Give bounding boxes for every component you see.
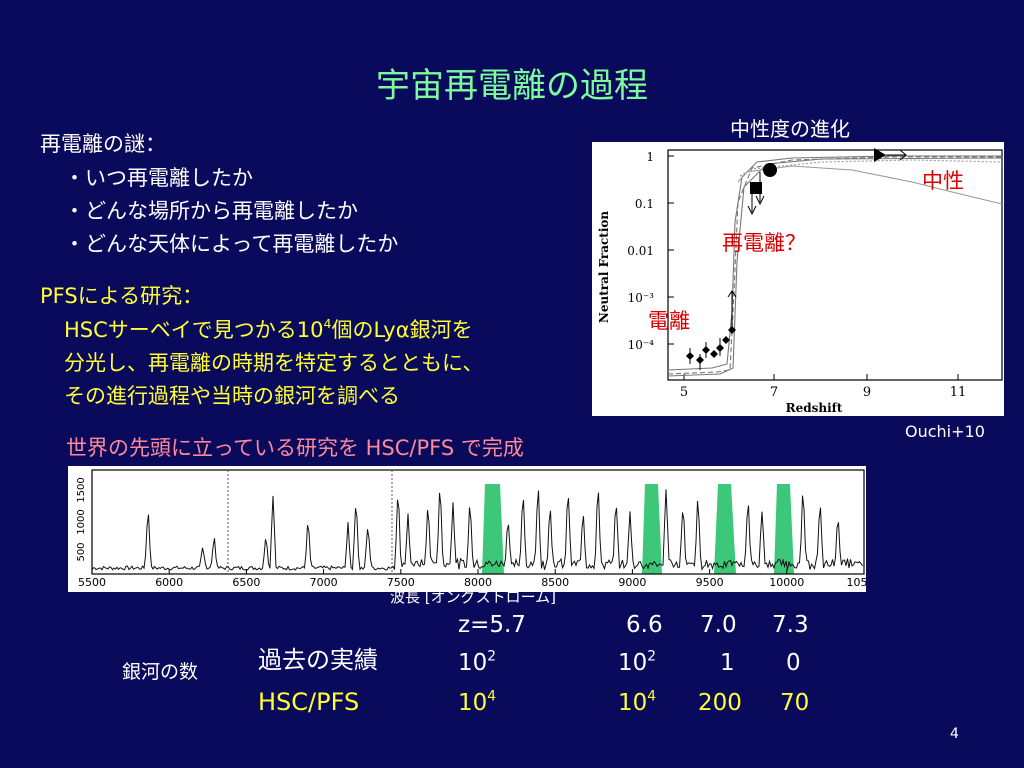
plot-tick-marks bbox=[668, 155, 959, 380]
hsc-value-base: 10 bbox=[618, 690, 648, 716]
spectrum-x-tick-label: 7500 bbox=[387, 576, 415, 589]
hsc-label: HSC/PFS bbox=[258, 688, 360, 716]
spectrum-y-tick: 500 bbox=[76, 542, 87, 561]
hsc-value-base: 10 bbox=[458, 690, 488, 716]
spectrum-x-tick-label: 8500 bbox=[541, 576, 569, 589]
pfs-line-1-a: HSCサーベイで見つかる10 bbox=[64, 318, 324, 342]
highlight-text: 世界の先頭に立っている研究を HSC/PFS で完成 bbox=[66, 436, 524, 460]
past-value-base: 10 bbox=[618, 650, 648, 676]
pfs-line-1-b: 個のLyα銀河を bbox=[331, 318, 473, 342]
x-tick-label: 7 bbox=[770, 385, 778, 400]
spectrum-x-ticks: 5500 6000 6500 7000 7500 8000 8500 9000 9500 1000… bbox=[78, 569, 866, 589]
spectrum-panel: 500 1000 1500 5500 6000 6500 7000 7500 8000 85… bbox=[68, 466, 866, 592]
hsc-value-exp: 4 bbox=[487, 688, 497, 705]
spectrum-x-tick-label: 7000 bbox=[310, 576, 338, 589]
pfs-line-3: その進行過程や当時の銀河を調べる bbox=[64, 384, 400, 408]
mystery-heading: 再電離の謎： bbox=[40, 132, 166, 156]
x-tick-label: 5 bbox=[680, 385, 688, 400]
pfs-line-2: 分光し、再電離の時期を特定するとともに、 bbox=[64, 351, 484, 375]
y-tick-label: 0.01 bbox=[627, 244, 654, 258]
spectrum-highlight-bands bbox=[482, 484, 794, 574]
spectrum-x-tick-label: 6500 bbox=[232, 576, 260, 589]
y-tick-label: 0.1 bbox=[635, 197, 654, 211]
hsc-value-exp: 4 bbox=[647, 688, 657, 705]
x-tick-label: 11 bbox=[950, 385, 967, 400]
z-value: 7.3 bbox=[772, 612, 809, 638]
past-value: 0 bbox=[786, 650, 801, 676]
spectrum-x-tick-label: 6000 bbox=[155, 576, 183, 589]
plot-frame bbox=[667, 149, 1003, 381]
hsc-value: 70 bbox=[780, 690, 810, 716]
z-value: 7.0 bbox=[700, 612, 737, 638]
arrow-marker bbox=[886, 149, 907, 161]
label-ionized: 電離 bbox=[648, 309, 690, 333]
pfs-heading: PFSによる研究： bbox=[40, 284, 204, 308]
y-axis-label: Neutral Fraction bbox=[597, 211, 611, 324]
neutral-fraction-plot-svg: 1 0.1 0.01 10⁻³ 10⁻⁴ 5 7 9 11 Redshift N… bbox=[597, 148, 1003, 415]
slide-title: 宇宙再電離の過程 bbox=[376, 66, 648, 106]
hsc-value: 104 bbox=[458, 689, 496, 716]
past-value: 1 bbox=[720, 650, 735, 676]
plot-credit: Ouchi+10 bbox=[905, 422, 985, 441]
hsc-value: 200 bbox=[698, 690, 742, 716]
page-number: 4 bbox=[950, 726, 959, 742]
y-tick-label: 10⁻⁴ bbox=[628, 338, 655, 352]
evolution-plot-title: 中性度の進化 bbox=[730, 117, 850, 141]
mystery-item: ・いつ再電離したか bbox=[64, 166, 253, 190]
circle-marker bbox=[763, 163, 777, 177]
spectrum-trace bbox=[91, 489, 863, 572]
hsc-value: 104 bbox=[618, 689, 656, 716]
spectrum-x-tick-label: 8000 bbox=[464, 576, 492, 589]
square-marker bbox=[750, 182, 762, 194]
spectrum-x-tick-label: 9000 bbox=[618, 576, 646, 589]
row-group-label: 銀河の数 bbox=[122, 661, 199, 683]
spectrum-y-tick: 1000 bbox=[76, 509, 87, 534]
x-axis-label: Redshift bbox=[786, 401, 843, 415]
neutral-fraction-plot: 1 0.1 0.01 10⁻³ 10⁻⁴ 5 7 9 11 Redshift N… bbox=[592, 142, 1004, 416]
past-value-exp: 2 bbox=[487, 648, 497, 665]
label-reionization: 再電離？ bbox=[722, 231, 806, 255]
y-tick-label: 1 bbox=[646, 150, 654, 164]
mystery-item: ・どんな天体によって再電離したか bbox=[64, 232, 399, 256]
spectrum-y-tick: 1500 bbox=[76, 477, 87, 502]
mystery-item: ・どんな場所から再電離したか bbox=[64, 199, 358, 223]
triangle-marker bbox=[874, 148, 886, 162]
past-label: 過去の実績 bbox=[258, 646, 378, 674]
pfs-line-1-sup: 4 bbox=[323, 316, 332, 332]
past-value-base: 10 bbox=[458, 650, 488, 676]
spectrum-frame bbox=[91, 469, 865, 575]
spectrum-x-tick-label: 5500 bbox=[78, 576, 106, 589]
spectrum-svg: 500 1000 1500 5500 6000 6500 7000 7500 8000 85… bbox=[76, 469, 866, 589]
z-value: 6.6 bbox=[626, 612, 663, 638]
spectrum-axis-label: 波長 [オングストローム] bbox=[390, 588, 557, 606]
past-value: 102 bbox=[458, 649, 496, 676]
past-value: 102 bbox=[618, 649, 656, 676]
y-tick-label: 10⁻³ bbox=[628, 291, 655, 305]
model-curves bbox=[667, 155, 1003, 377]
x-tick-label: 9 bbox=[863, 385, 871, 400]
past-value-exp: 2 bbox=[647, 648, 657, 665]
spectrum-x-tick-label: 10000 bbox=[769, 576, 804, 589]
label-neutral: 中性 bbox=[922, 169, 964, 193]
spectrum-x-tick-label: 9500 bbox=[696, 576, 724, 589]
pfs-line-1: HSCサーベイで見つかる104個のLyα銀河を bbox=[64, 317, 473, 342]
z-header: z=5.7 bbox=[458, 612, 526, 638]
